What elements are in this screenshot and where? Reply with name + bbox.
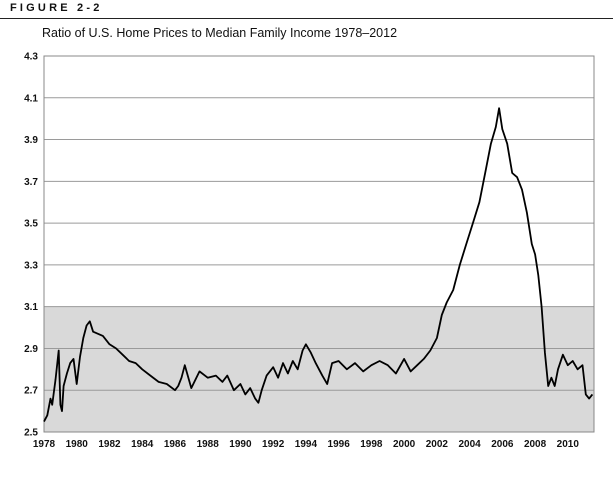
x-tick-label: 2004 [458,439,481,450]
y-tick-label: 3.5 [24,219,38,230]
y-tick-label: 3.3 [24,260,38,271]
y-tick-label: 2.9 [24,344,38,355]
x-tick-label: 1984 [131,439,154,450]
x-tick-label: 2010 [557,439,580,450]
y-tick-label: 2.7 [24,386,38,397]
y-tick-label: 3.7 [24,177,38,188]
x-tick-label: 1990 [229,439,252,450]
y-axis-ticks: 2.5 2.7 2.9 3.1 3.3 3.5 3.7 3.9 4.1 4.3 [24,52,38,439]
x-tick-label: 1980 [66,439,89,450]
x-tick-label: 1996 [328,439,351,450]
plot-frame [43,55,595,433]
series-line-ratio [43,107,594,423]
x-tick-label: 2008 [524,439,547,450]
y-tick-label: 4.3 [24,52,38,63]
chart-title: Ratio of U.S. Home Prices to Median Fami… [42,26,398,40]
y-tick-label: 3.1 [24,302,38,313]
x-tick-label: 1992 [262,439,285,450]
series-group [43,107,594,423]
x-tick-label: 1986 [164,439,187,450]
x-tick-label: 1978 [33,439,56,450]
x-tick-label: 1998 [360,439,383,450]
x-tick-label: 2000 [393,439,416,450]
x-tick-label: 1988 [197,439,220,450]
x-tick-label: 1982 [98,439,121,450]
figure-rule [0,18,613,19]
x-tick-label: 2002 [426,439,449,450]
figure-label: FIGURE 2-2 [10,2,103,14]
x-tick-label: 2006 [491,439,514,450]
x-tick-label: 1994 [295,439,318,450]
y-tick-label: 3.9 [24,135,38,146]
y-tick-label: 4.1 [24,93,38,104]
x-axis-ticks: 1978 1980 1982 1984 1986 1988 1990 1992 1994 1996… [33,439,579,450]
y-tick-label: 2.5 [24,428,38,439]
